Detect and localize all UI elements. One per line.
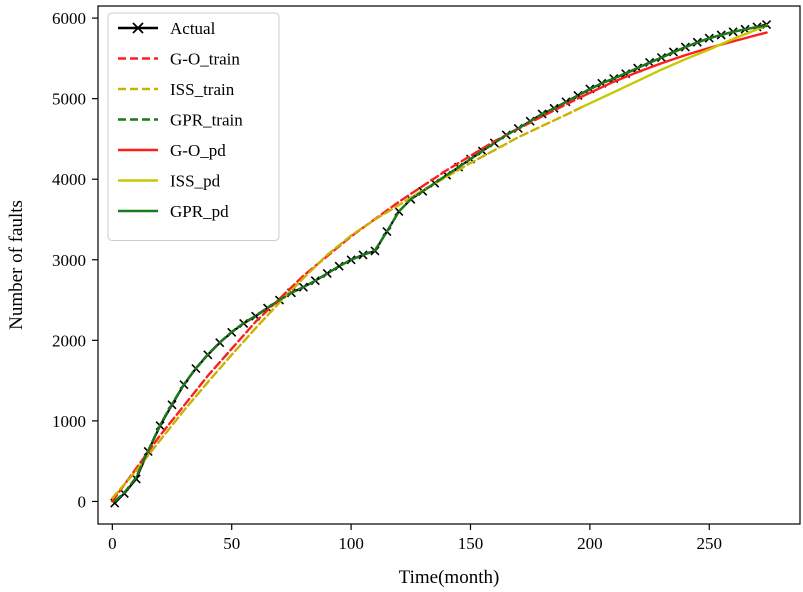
y-tick-label: 3000 [52,251,86,270]
legend-label-gpr-pd: GPR_pd [170,202,229,221]
y-axis-label: Number of faults [6,200,27,330]
legend-label-iss-train: ISS_train [170,80,235,99]
series-line-gpr-pd [581,24,768,95]
legend-label-actual: Actual [170,19,216,38]
plot-area-frame [97,5,801,525]
y-tick-label: 6000 [52,9,86,28]
series-line-iss-train [111,105,584,500]
legend-marker-x [132,22,144,34]
series-line-g-o-pd [581,31,768,98]
legend-label-iss-pd: ISS_pd [170,172,221,191]
legend-box [107,12,280,241]
ticks-layer: 0 50 100 150 200 250 0 1000 2000 3000 4000 5000 6000 [52,9,722,553]
x-axis-label: Time(month) [399,567,500,588]
y-tick-label: 2000 [52,331,86,350]
x-tick-label: 200 [577,534,603,553]
legend-label-g-o-pd: G-O_pd [170,141,226,160]
series-line-iss-pd [581,24,768,108]
y-tick-label: 0 [78,492,87,511]
x-tick-label: 0 [108,534,117,553]
series-line-gpr-train [113,91,584,503]
y-tick-label: 4000 [52,170,86,189]
x-tick-label: 250 [697,534,723,553]
y-tick-label: 1000 [52,412,86,431]
y-tick-label: 5000 [52,90,86,109]
legend-label-gpr-train: GPR_train [170,111,243,130]
legend-label-g-o-train: G-O_train [170,50,240,69]
x-tick-label: 100 [338,534,364,553]
legend: Actual G-O_train ISS_train GPR_train G-O_pd I… [107,12,280,241]
x-tick-label: 150 [458,534,484,553]
series-layer [110,19,772,508]
x-tick-label: 50 [223,534,240,553]
